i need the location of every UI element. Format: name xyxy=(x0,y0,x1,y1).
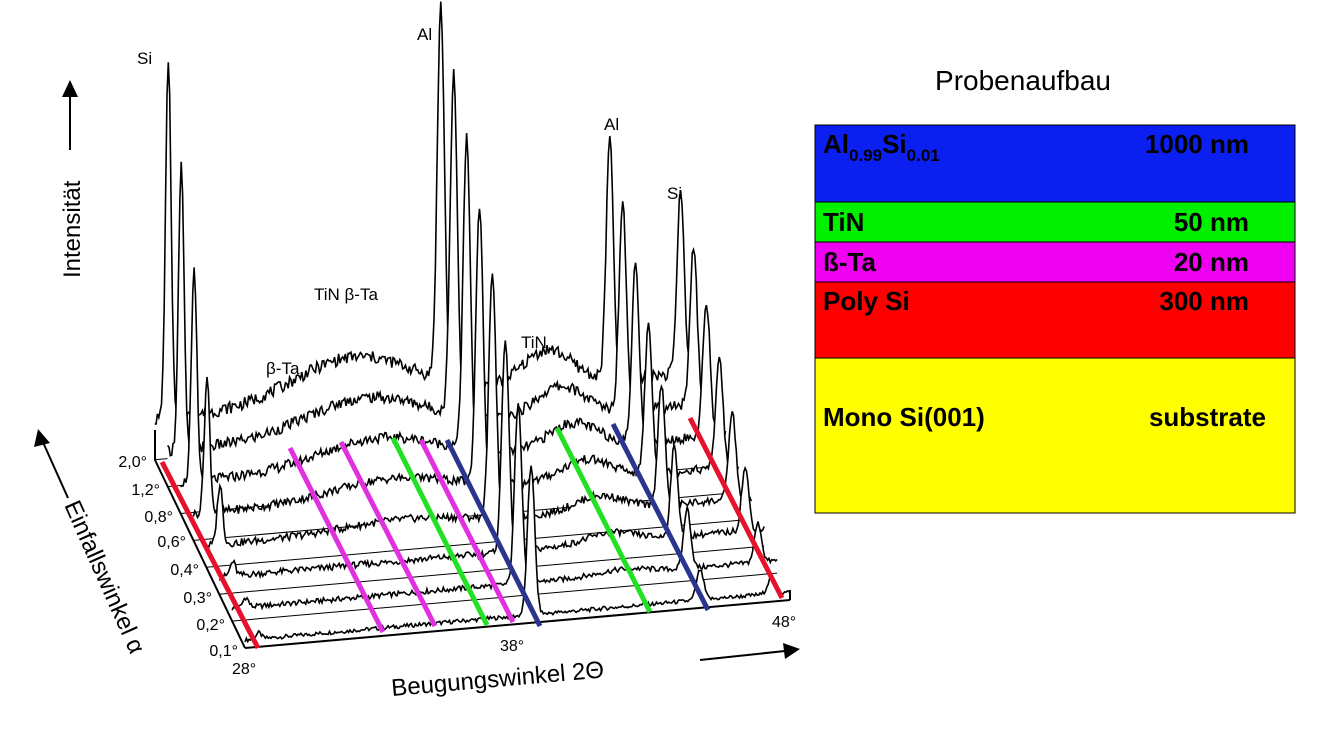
layer-thickness: 1000 nm xyxy=(1145,129,1249,159)
y-axis-label: Intensität xyxy=(59,180,86,278)
layer xyxy=(814,281,1296,359)
spectra xyxy=(154,1,791,649)
marker-line xyxy=(444,438,543,628)
spectrum xyxy=(244,465,791,644)
layer xyxy=(814,357,1296,514)
depth-tick-label: 0,6° xyxy=(157,534,186,551)
peak-labels: Si Al TiN β-Ta β-Ta TiN Al Si xyxy=(137,25,682,378)
spectrum xyxy=(154,1,701,425)
layer-name: TiN xyxy=(823,207,864,237)
depth-tick-label: 0,3° xyxy=(183,590,212,607)
layer-name: Al0.99Si0.01 xyxy=(823,129,940,165)
x-axis xyxy=(244,599,791,649)
peak-label: Si xyxy=(667,184,682,203)
marker-lines xyxy=(159,416,785,650)
x-tick-label: 28° xyxy=(232,661,256,678)
arrow-head xyxy=(34,429,50,447)
layer-name-part: 0.01 xyxy=(907,146,940,165)
peak-label: Al xyxy=(604,115,619,134)
peak-label: Al xyxy=(417,25,432,44)
depth-tick-label: 0,1° xyxy=(209,643,238,660)
marker-line xyxy=(554,426,653,614)
depth-tick-label: 1,2° xyxy=(131,482,160,499)
depth-tick-label: 0,2° xyxy=(196,617,225,634)
depth-tick-label: 2,0° xyxy=(118,454,147,471)
layer-name: Poly Si xyxy=(823,286,910,316)
marker-line xyxy=(287,446,386,634)
marker-line xyxy=(338,440,438,628)
depth-ticks: 2,0° 1,2° 0,8° 0,6° 0,4° 0,3° 0,2° 0,1° xyxy=(118,454,238,660)
peak-label: TiN xyxy=(521,333,547,352)
arrow-head xyxy=(62,80,78,97)
spectrum xyxy=(231,403,778,611)
layer-thickness: substrate xyxy=(1149,402,1266,432)
x-tick-label: 48° xyxy=(772,614,796,631)
depth-arrow xyxy=(41,439,69,499)
layer-name: Mono Si(001) xyxy=(823,402,985,432)
layer-name-part: Si xyxy=(882,129,907,159)
marker-line xyxy=(159,460,261,650)
depth-axis-label: Einfallswinkel α xyxy=(59,496,151,657)
baseline xyxy=(232,572,778,622)
axes xyxy=(41,95,791,661)
layer-stack xyxy=(814,124,1296,514)
layer-name-part: Al xyxy=(823,129,849,159)
baseline xyxy=(219,545,765,595)
arrow-heads xyxy=(34,80,800,659)
layer-thickness: 20 nm xyxy=(1174,247,1249,277)
layer-name-part: 0.99 xyxy=(849,146,882,165)
layer-thickness: 300 nm xyxy=(1159,286,1249,316)
layer xyxy=(814,124,1296,203)
marker-line xyxy=(610,422,711,612)
layer xyxy=(814,201,1296,243)
x-arrow xyxy=(699,650,786,661)
x-tick-label: 38° xyxy=(500,638,524,655)
panel-title: Probenaufbau xyxy=(935,65,1111,96)
peak-label: β-Ta xyxy=(266,359,300,378)
depth-axis xyxy=(154,459,246,649)
marker-line xyxy=(418,438,516,624)
depth-tick-label: 0,4° xyxy=(170,562,199,579)
spectrum xyxy=(180,133,727,488)
layer-name: ß-Ta xyxy=(823,247,876,277)
x-axis-label: Beugungswinkel 2Θ xyxy=(390,656,605,702)
marker-line xyxy=(687,416,785,600)
spectrum xyxy=(218,340,765,581)
marker-line xyxy=(390,436,490,627)
baseline xyxy=(206,518,752,568)
layer xyxy=(814,241,1296,283)
layer-thickness: 50 nm xyxy=(1174,207,1249,237)
spectrum xyxy=(205,273,753,548)
peak-label: TiN β-Ta xyxy=(314,285,378,304)
arrow-head xyxy=(783,643,800,659)
peak-label: Si xyxy=(137,49,152,68)
spectrum xyxy=(166,68,714,457)
depth-tick-label: 0,8° xyxy=(144,509,173,526)
